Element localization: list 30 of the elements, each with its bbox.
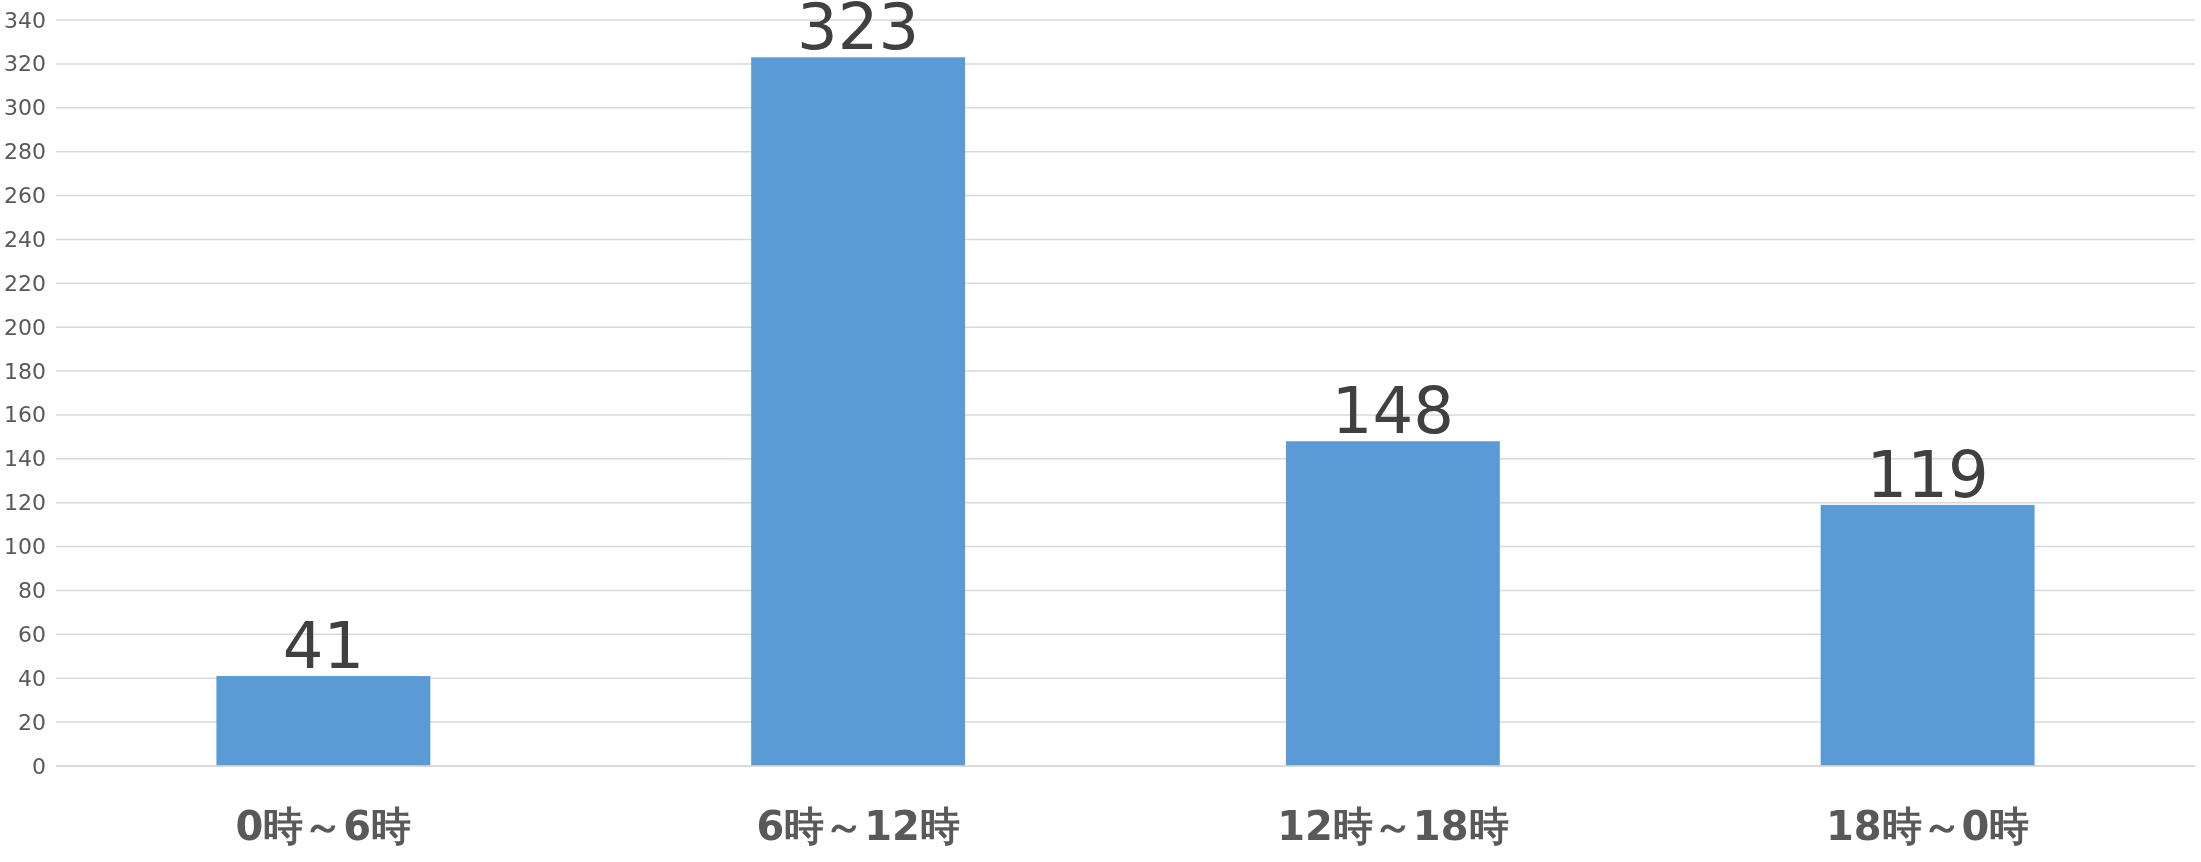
data-label: 119 (1866, 437, 1989, 512)
y-tick-label: 320 (4, 51, 46, 77)
x-tick-label: 0時～6時 (235, 803, 412, 849)
bar (1285, 441, 1500, 766)
y-tick-label: 140 (4, 446, 46, 472)
data-label: 323 (797, 0, 920, 65)
y-tick-label: 220 (4, 270, 46, 296)
y-tick-label: 100 (4, 534, 46, 560)
data-label: 148 (1331, 374, 1454, 449)
y-tick-label: 120 (4, 490, 46, 516)
y-tick-label: 180 (4, 358, 46, 384)
y-tick-label: 20 (18, 709, 46, 735)
data-label: 41 (282, 609, 365, 684)
bar (751, 57, 966, 766)
y-tick-label: 280 (4, 139, 46, 165)
bar (216, 676, 431, 766)
y-tick-label: 60 (18, 621, 46, 647)
y-tick-label: 260 (4, 183, 46, 209)
y-tick-label: 240 (4, 226, 46, 252)
x-tick-label: 6時～12時 (756, 803, 960, 849)
bar (1820, 504, 2035, 766)
y-tick-label: 160 (4, 402, 46, 428)
y-tick-label: 40 (18, 665, 46, 691)
y-tick-label: 340 (4, 7, 46, 33)
y-tick-label: 300 (4, 95, 46, 121)
y-tick-label: 200 (4, 314, 46, 340)
y-tick-label: 80 (18, 577, 46, 603)
x-tick-label: 18時～0時 (1825, 803, 2030, 849)
x-tick-label: 12時～18時 (1277, 803, 1509, 849)
y-tick-label: 0 (32, 753, 46, 779)
